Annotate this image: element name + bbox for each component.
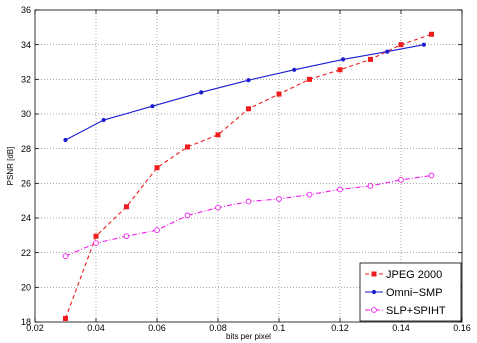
series-layer (62, 31, 435, 322)
data-point (337, 186, 343, 193)
y-tick-label: 28 (21, 144, 31, 154)
data-point (199, 90, 204, 95)
data-point (292, 67, 297, 72)
y-tick-label: 30 (21, 109, 31, 119)
legend-label: JPEG 2000 (386, 269, 442, 281)
legend: JPEG 2000 Omni−SMP SLP+SPIHT (359, 262, 462, 322)
data-point (123, 233, 130, 240)
data-point (428, 31, 434, 37)
data-point (306, 191, 313, 198)
data-point (398, 42, 404, 48)
data-point (340, 57, 346, 62)
legend-label: Omni−SMP (386, 287, 443, 299)
data-point (63, 137, 68, 143)
data-point (246, 78, 251, 83)
data-point (101, 117, 106, 123)
data-point (246, 106, 252, 112)
legend-marker (371, 307, 377, 313)
data-point (385, 49, 390, 54)
x-tick-label: 0.08 (209, 323, 227, 333)
data-point (62, 316, 68, 322)
x-tick-label: 0.12 (331, 323, 349, 333)
series-0 (62, 31, 434, 322)
data-point (150, 104, 155, 109)
x-axis-title: bits per pixel (226, 332, 271, 341)
y-tick-label: 24 (21, 213, 31, 223)
x-tick-label: 0.14 (392, 323, 410, 333)
data-point (276, 91, 282, 97)
x-tick-label: 0.06 (148, 323, 166, 333)
x-tick-label: 0.1 (273, 323, 286, 333)
y-tick-label: 36 (21, 5, 31, 15)
y-tick-label: 32 (21, 75, 31, 85)
data-point (245, 198, 252, 205)
x-tick-label: 0.04 (87, 323, 105, 333)
ticks: 0.02 0.04 0.06 0.08 0.1 0.12 0.14 0.16 18 20 22 24 2… (21, 5, 471, 333)
data-point (184, 212, 191, 219)
series-2 (62, 172, 435, 259)
y-tick-label: 34 (21, 40, 31, 50)
y-tick-label: 26 (21, 179, 31, 189)
data-point (215, 132, 221, 138)
series-1 (63, 42, 426, 143)
legend-marker (371, 289, 377, 295)
data-point (215, 204, 221, 211)
x-tick-label: 0.02 (26, 323, 44, 333)
plot-frame (34, 9, 463, 323)
y-tick-label: 22 (21, 248, 31, 258)
data-point (306, 76, 312, 82)
legend-marker (371, 271, 377, 277)
x-tick-label: 0.16 (453, 323, 471, 333)
y-tick-label: 18 (21, 317, 31, 327)
data-point (367, 183, 374, 189)
data-point (93, 233, 99, 239)
data-point (93, 240, 99, 246)
data-point (276, 196, 282, 202)
data-point (154, 227, 160, 233)
y-axis-title: PSNR [dB] (6, 147, 15, 186)
legend-label: SLP+SPIHT (386, 305, 446, 317)
data-point (62, 253, 69, 259)
data-point (428, 172, 435, 179)
data-point (398, 177, 404, 183)
data-point (185, 144, 191, 150)
data-point (337, 67, 343, 73)
data-point (421, 42, 426, 47)
data-point (367, 56, 373, 62)
y-tick-label: 20 (21, 283, 31, 293)
data-point (124, 204, 130, 210)
data-point (154, 165, 160, 171)
